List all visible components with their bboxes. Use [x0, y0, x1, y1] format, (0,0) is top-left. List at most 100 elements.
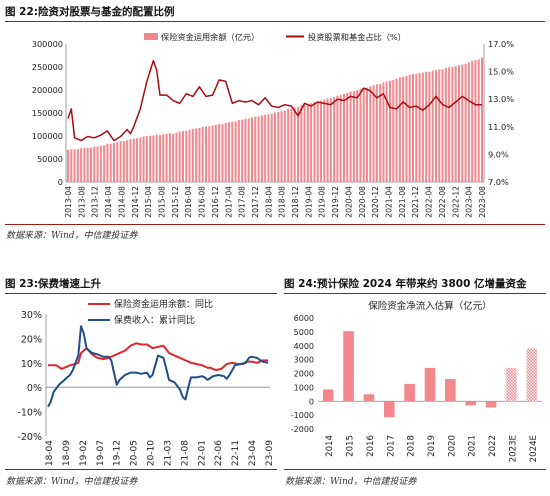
fig22-x-tick-label: 2017-04	[224, 186, 233, 218]
fig22-bar	[457, 65, 461, 182]
fig22-chart: 0 50000 100000 150000 200000 250000 300000 7.0%…	[32, 32, 514, 218]
fig23-y-tick-label: 10%	[21, 359, 42, 370]
fig22-y-left-tick-label: 0	[58, 177, 63, 187]
fig24-x-tick-label: 2021	[468, 435, 478, 457]
fig24-y-tick-label: 2000	[294, 370, 314, 379]
fig22-bar	[467, 62, 470, 182]
fig22-bar	[411, 73, 415, 182]
fig24-bar	[363, 394, 375, 402]
fig22-bar	[260, 115, 263, 182]
fig22-x-tick-label: 2020-12	[371, 186, 380, 218]
fig22-bar	[418, 73, 421, 182]
fig22-bar	[93, 146, 96, 182]
fig22-x-tick-label: 2019-04	[304, 186, 313, 218]
fig22-bar	[385, 81, 388, 182]
fig22-bar	[158, 134, 162, 182]
fig22-bar	[145, 136, 148, 182]
fig22-bar	[139, 137, 142, 182]
fig23-title-rule	[5, 293, 277, 294]
fig23-y-tick-label: 30%	[21, 310, 42, 321]
fig22-bar	[329, 97, 332, 182]
fig22-y-left-tick-label: 300000	[32, 39, 63, 49]
fig24-y-tick-label: 6000	[294, 314, 314, 323]
fig22-bar	[448, 67, 451, 182]
fig22-bar	[405, 75, 408, 182]
fig22-bar	[365, 87, 369, 182]
fig22-bar	[339, 94, 342, 182]
fig22-bar	[221, 124, 224, 182]
fig24-bar	[506, 367, 517, 402]
fig22-bar	[214, 124, 217, 182]
fig22-y-right-tick-label: 11.0%	[488, 122, 514, 132]
fig22-bar	[398, 77, 401, 182]
fig24-y-tick-label: 1000	[294, 383, 314, 392]
fig23-x-tick-label: 20-05	[130, 440, 140, 466]
fig22-bar	[323, 99, 326, 182]
fig22-bar	[342, 94, 346, 182]
fig24-y-tick-label: -1000	[291, 411, 314, 420]
fig22-bar	[237, 120, 240, 182]
fig22-bar	[270, 113, 273, 182]
fig22-bar	[247, 118, 250, 182]
fig22-x-tick-label: 2022-12	[451, 186, 460, 218]
fig22-bar	[201, 127, 204, 182]
fig22-bar	[349, 91, 352, 182]
fig22-x-tick-label: 2018-04	[264, 186, 273, 218]
fig22-bar	[96, 146, 99, 182]
fig24-y-tick-label: 5000	[294, 328, 314, 337]
fig24-bar	[465, 401, 477, 406]
fig24-bar	[526, 348, 538, 402]
fig22-x-tick-label: 2019-12	[331, 186, 340, 218]
fig23-x-tick-label: 22-11	[231, 440, 241, 466]
fig22-bar	[392, 79, 395, 182]
fig22-bar	[336, 95, 339, 182]
fig22-x-tick-label: 2021-04	[385, 186, 394, 218]
fig22-bar	[296, 106, 300, 182]
fig24-y-tick-label: 3000	[294, 356, 314, 365]
fig22-y-left-tick-label: 200000	[32, 85, 63, 95]
fig22-bar	[129, 139, 132, 182]
fig22-bar	[425, 71, 428, 182]
fig22-bar	[319, 100, 323, 182]
fig22-bar	[306, 103, 309, 182]
fig22-bar	[86, 147, 89, 182]
fig22-bar	[326, 98, 329, 182]
fig22-x-tick-label: 2019-08	[318, 186, 327, 218]
fig22-title: 图 22:险资对股票与基金的配置比例	[5, 6, 175, 18]
fig22-bar	[244, 119, 247, 182]
fig22-x-tick-label: 2016-08	[198, 186, 207, 218]
fig22-bar	[89, 147, 93, 182]
fig22-x-tick-label: 2015-12	[171, 186, 180, 218]
fig22-bar	[76, 149, 79, 182]
fig22-bar	[224, 122, 227, 182]
fig22-bar	[313, 101, 316, 182]
fig22-bar	[382, 82, 385, 182]
fig22-bar	[300, 105, 303, 182]
fig22-x-tick-label: 2013-04	[64, 186, 73, 218]
fig22-bar	[188, 129, 191, 182]
fig22-bar	[103, 145, 106, 182]
fig22-x-tick-label: 2022-08	[438, 186, 447, 218]
fig22-bar	[66, 149, 70, 182]
fig22-bar	[234, 121, 237, 182]
fig22-bar	[362, 87, 365, 182]
fig22-bottom-rule	[5, 224, 545, 225]
fig23-x-tick-label: 22-01	[197, 440, 207, 466]
fig23-title: 图 23:保费增速上升	[5, 278, 101, 290]
fig22-x-tick-label: 2021-08	[398, 186, 407, 218]
fig22-bar	[142, 136, 145, 182]
fig22-x-tick-label: 2020-04	[344, 186, 353, 218]
fig24-x-tick-label: 2023E	[508, 435, 518, 462]
fig22-x-tick-label: 2015-04	[144, 186, 153, 218]
fig22-bar	[402, 76, 405, 182]
fig22-bar	[172, 133, 175, 182]
fig24-y-tick-label: 4000	[294, 342, 314, 351]
fig22-bar	[152, 135, 155, 182]
fig24-x-tick-label: 2019	[427, 435, 437, 457]
fig22-x-tick-label: 2023-04	[465, 186, 474, 218]
fig22-x-tick-label: 2014-12	[131, 186, 140, 218]
fig22-bar	[287, 108, 290, 182]
fig22-bar	[99, 145, 102, 182]
fig22-bar	[310, 103, 313, 182]
fig23-x-tick-label: 23-04	[248, 440, 258, 466]
